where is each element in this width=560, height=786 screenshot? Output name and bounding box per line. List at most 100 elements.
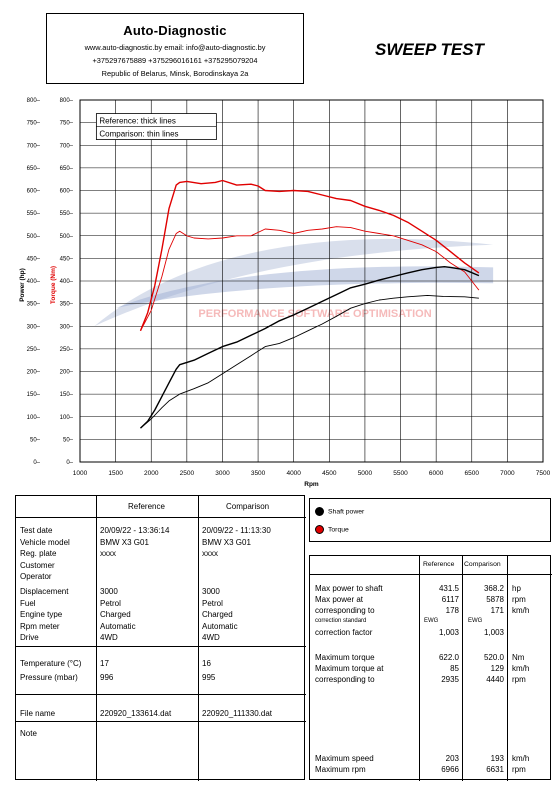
y-tick-label-power: 50– bbox=[30, 437, 41, 443]
y-tick-label-torque: 400– bbox=[60, 279, 74, 285]
y-tick-label-power: 550– bbox=[27, 211, 41, 217]
label-reg-plate: Reg. plate bbox=[20, 549, 57, 558]
cmp-file-name: 220920_111330.dat bbox=[202, 709, 272, 718]
x-tick-label: 1000 bbox=[73, 470, 88, 477]
ref-correction-factor: 1,003 bbox=[438, 628, 459, 637]
ref-file-name: 220920_133614.dat bbox=[100, 709, 172, 718]
series-line bbox=[140, 226, 480, 332]
cmp-max-speed: 193 bbox=[490, 754, 504, 763]
ref-max-power: 431.5 bbox=[438, 584, 459, 593]
label-test-date: Test date bbox=[20, 526, 53, 535]
ref-max-rpm: 6966 bbox=[441, 765, 459, 774]
y-tick-label-torque: 0– bbox=[66, 460, 73, 466]
cmp-rpm-meter: Automatic bbox=[202, 621, 238, 631]
y-axis-label-torque: Torque (Nm) bbox=[50, 266, 57, 304]
company-phones: +375297675889 +375296016161 +37529507920… bbox=[92, 56, 258, 65]
col-reference-header: Reference bbox=[128, 502, 165, 511]
cmp-engine-type: Charged bbox=[202, 610, 233, 619]
cmp-torque-corresponding: 4440 bbox=[486, 675, 504, 684]
info-labels-group1: Test date Vehicle model Reg. plate Custo… bbox=[20, 525, 70, 583]
info-ref-group1: 20/09/22 - 13:36:14 BMW X3 G01 xxxx bbox=[100, 525, 169, 560]
y-tick-label-torque: 500– bbox=[60, 234, 74, 240]
y-tick-label-power: 450– bbox=[27, 256, 41, 262]
unit-torque-corresponding: rpm bbox=[512, 675, 526, 684]
ref-correction-standard: EWG bbox=[424, 618, 439, 624]
label-displacement: Displacement bbox=[20, 587, 69, 596]
unit-corresponding-to: km/h bbox=[512, 606, 530, 615]
x-tick-label: 6500 bbox=[465, 470, 480, 477]
results-col-reference: Reference bbox=[423, 561, 455, 568]
label-fuel: Fuel bbox=[20, 598, 36, 608]
info-ref-group2: 3000 Petrol Charged Automatic 4WD bbox=[100, 586, 136, 644]
cmp-reg-plate: xxxx bbox=[202, 549, 218, 558]
legend-shaft-power-label: Shaft power bbox=[328, 508, 365, 516]
y-tick-label-power: 700– bbox=[27, 143, 41, 149]
y-axis-label-power: Power (hp) bbox=[19, 268, 26, 302]
legend-shaft-power: Shaft power bbox=[315, 507, 364, 516]
cmp-test-date: 20/09/22 - 11:13:30 bbox=[202, 526, 271, 535]
chart-legend: Shaft power Torque bbox=[309, 498, 551, 542]
ref-torque-corresponding: 2935 bbox=[441, 675, 459, 684]
label-note: Note bbox=[20, 729, 37, 738]
series-line bbox=[140, 266, 480, 429]
cmp-drive: 4WD bbox=[202, 633, 220, 642]
info-cmp-group1: 20/09/22 - 11:13:30 BMW X3 G01 xxxx bbox=[202, 525, 271, 560]
shaft-power-marker-icon bbox=[315, 507, 324, 516]
info-cmp-group2: 3000 Petrol Charged Automatic 4WD bbox=[202, 586, 238, 644]
x-tick-label: 1500 bbox=[108, 470, 123, 477]
y-tick-label-torque: 800– bbox=[60, 98, 74, 104]
company-header: Auto-Diagnostic www.auto-diagnostic.by e… bbox=[46, 13, 304, 84]
x-tick-label: 6000 bbox=[429, 470, 444, 477]
ref-rpm-meter: Automatic bbox=[100, 621, 136, 631]
ref-max-speed: 203 bbox=[445, 754, 459, 763]
unit-max-torque-at: km/h bbox=[512, 664, 530, 673]
label-max-rpm: Maximum rpm bbox=[315, 765, 366, 774]
unit-max-rpm: rpm bbox=[512, 765, 526, 774]
y-tick-label-torque: 350– bbox=[60, 302, 74, 308]
x-tick-label: 3500 bbox=[251, 470, 266, 477]
y-tick-label-torque: 100– bbox=[60, 415, 74, 421]
cmp-corresponding-to: 171 bbox=[490, 606, 504, 615]
ref-reg-plate: xxxx bbox=[100, 549, 116, 558]
series-line bbox=[140, 294, 479, 429]
label-rpm-meter: Rpm meter bbox=[20, 621, 60, 631]
y-tick-label-torque: 600– bbox=[60, 189, 74, 195]
x-tick-label: 4500 bbox=[322, 470, 337, 477]
ref-displacement: 3000 bbox=[100, 587, 118, 596]
ref-test-date: 20/09/22 - 13:36:14 bbox=[100, 526, 170, 535]
x-tick-label: 4000 bbox=[286, 470, 301, 477]
y-tick-label-power: 200– bbox=[27, 370, 41, 376]
y-tick-label-power: 0– bbox=[33, 460, 40, 466]
x-tick-label: 7500 bbox=[536, 470, 551, 477]
series-line bbox=[139, 179, 480, 332]
y-tick-label-torque: 750– bbox=[60, 121, 74, 127]
ref-pressure: 996 bbox=[100, 672, 114, 682]
y-tick-label-power: 250– bbox=[27, 347, 41, 353]
label-max-power: Max power to shaft bbox=[315, 584, 383, 593]
ref-drive: 4WD bbox=[100, 633, 118, 642]
label-operator: Operator bbox=[20, 572, 52, 581]
x-tick-label: 2000 bbox=[144, 470, 159, 477]
ref-engine-type: Charged bbox=[100, 610, 131, 619]
cmp-max-torque: 520.0 bbox=[483, 653, 504, 662]
y-tick-label-torque: 250– bbox=[60, 347, 74, 353]
cmp-fuel: Petrol bbox=[202, 598, 223, 608]
results-table: Reference Comparison Max power to shaft … bbox=[309, 555, 552, 781]
y-tick-label-power: 600– bbox=[27, 189, 41, 195]
y-tick-label-power: 350– bbox=[27, 302, 41, 308]
cmp-pressure: 995 bbox=[202, 672, 216, 682]
y-tick-label-power: 100– bbox=[27, 415, 41, 421]
x-axis-label: Rpm bbox=[304, 481, 319, 488]
cmp-max-torque-at: 129 bbox=[490, 664, 504, 673]
x-tick-label: 5500 bbox=[393, 470, 408, 477]
y-tick-label-torque: 200– bbox=[60, 370, 74, 376]
line-style-legend-entry: Comparison: thin lines bbox=[99, 130, 178, 139]
y-tick-label-torque: 450– bbox=[60, 256, 74, 262]
ref-max-power-at: 6117 bbox=[441, 595, 459, 604]
y-tick-label-power: 300– bbox=[27, 324, 41, 330]
label-correction-factor: correction factor bbox=[315, 628, 373, 637]
cmp-correction-factor: 1,003 bbox=[483, 628, 504, 637]
label-torque-corresponding: corresponding to bbox=[315, 675, 375, 684]
results-col-comparison: Comparison bbox=[464, 561, 501, 568]
unit-max-speed: km/h bbox=[512, 754, 530, 763]
